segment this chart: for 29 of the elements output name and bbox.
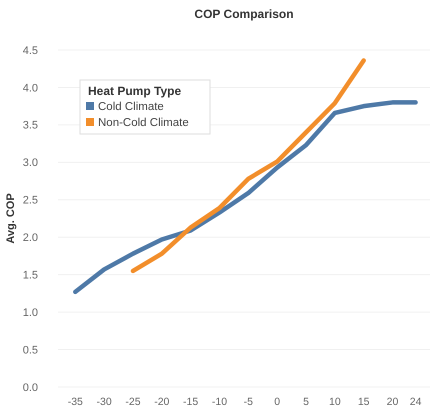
legend-label: Non-Cold Climate: [98, 117, 189, 129]
x-tick-label: -25: [125, 396, 141, 408]
y-tick-label: 4.5: [22, 44, 38, 57]
y-tick-label: 4.0: [22, 82, 38, 94]
x-tick-label: 10: [328, 396, 341, 408]
line-series: [73, 100, 418, 294]
x-tick-label: -5: [244, 396, 254, 408]
legend-title: Heat Pump Type: [88, 84, 182, 98]
x-tick-label: 15: [358, 396, 370, 408]
legend-label: Cold Climate: [98, 101, 164, 113]
y-tick-label: 2.0: [22, 232, 38, 244]
x-tick-label: 24: [410, 396, 422, 408]
y-tick-label: 3.5: [22, 120, 38, 132]
x-tick-label: -35: [68, 396, 84, 408]
y-tick-label: 0.5: [22, 344, 38, 356]
x-tick-label: 5: [303, 396, 310, 408]
y-tick-label: 3.0: [22, 157, 38, 170]
y-tick-label: 1.5: [22, 270, 38, 282]
x-tick-label: -20: [154, 396, 170, 408]
x-tick-label: -15: [183, 396, 198, 408]
x-tick-label: 0: [274, 396, 280, 408]
y-axis-title: Avg. COP: [5, 193, 17, 244]
x-tick-label: 20: [386, 396, 399, 408]
chart-title: COP Comparison: [194, 7, 294, 21]
y-tick-label: 2.5: [22, 194, 38, 207]
y-tick-label: 1.0: [22, 306, 38, 319]
x-tick-label: -10: [212, 396, 228, 408]
y-tick-label: 0.0: [22, 382, 38, 394]
x-tick-label: -30: [96, 396, 112, 408]
